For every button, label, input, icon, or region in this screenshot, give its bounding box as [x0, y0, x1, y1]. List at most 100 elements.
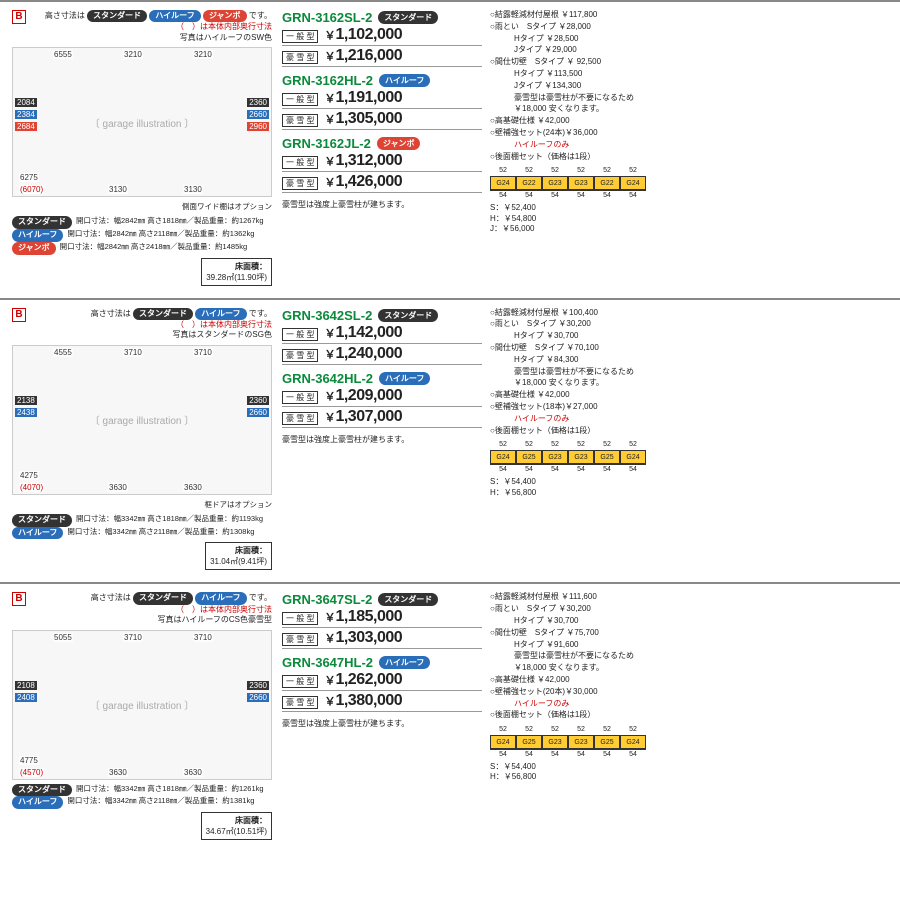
badge-std: スタンダード: [87, 10, 147, 22]
option-line: Hタイプ ￥30,700: [490, 331, 888, 342]
spec-rows: スタンダード開口寸法：幅3342㎜ 高さ1818㎜／製品重量：約1261kgハイ…: [12, 784, 272, 810]
option-line: ハイルーフのみ: [490, 414, 888, 425]
spec-row: ジャンボ開口寸法：幅2842㎜ 高さ2418㎜／製品重量：約1485kg: [12, 242, 272, 255]
price-row-general: 一 般 型￥1,262,000: [282, 670, 482, 691]
panel-cell: G22: [516, 176, 542, 190]
panel-cell: G23: [568, 735, 594, 749]
b-icon: B: [12, 10, 26, 24]
floor-area: 床面積：31.04㎡(9.41坪): [205, 542, 272, 570]
option-line: Hタイプ ￥28,500: [490, 34, 888, 45]
option-line: Jタイプ ￥134,300: [490, 81, 888, 92]
panel-cell: G23: [542, 450, 568, 464]
spec-rows: スタンダード開口寸法：幅2842㎜ 高さ1818㎜／製品重量：約1267kgハイ…: [12, 216, 272, 254]
panel-cell: G23: [568, 176, 594, 190]
product-diagram: 6555 3210 3210 2084 2384 2684 2360 2660 …: [12, 47, 272, 197]
product-left: B 高さ寸法は スタンダード ハイルーフ です。 （ ）は本体内部奥行寸法 写真…: [12, 308, 272, 571]
panel-cell: G24: [490, 735, 516, 749]
model-name: GRN-3162JL-2: [282, 136, 371, 151]
spec-row: スタンダード開口寸法：幅3342㎜ 高さ1818㎜／製品重量：約1261kg: [12, 784, 272, 797]
price-row-snow: 豪 雪 型￥1,240,000: [282, 344, 482, 365]
product-diagram: 5055 3710 3710 2108 2408 2360 2660 4775 …: [12, 630, 272, 780]
price-row-snow: 豪 雪 型￥1,216,000: [282, 46, 482, 67]
header-note: 高さ寸法は スタンダード ハイルーフ です。 （ ）は本体内部奥行寸法 写真はハ…: [91, 592, 272, 625]
b-icon: B: [12, 308, 26, 322]
diagram-caption: 側面ワイド棚はオプション: [12, 201, 272, 212]
panel-cell: G24: [490, 176, 516, 190]
price-row-general: 一 般 型￥1,209,000: [282, 386, 482, 407]
option-line: Hタイプ ￥30,700: [490, 616, 888, 627]
panel-diagram: 525252525252 G24G25G23G23G25G24 54545454…: [490, 440, 888, 474]
option-line: ○間仕切壁 Sタイプ ￥75,700: [490, 628, 888, 639]
price-row-snow: 豪 雪 型￥1,380,000: [282, 691, 482, 712]
spec-row: スタンダード開口寸法：幅3342㎜ 高さ1818㎜／製品重量：約1193kg: [12, 514, 272, 527]
product-right: GRN-3162SL-2 スタンダード 一 般 型￥1,102,000 豪 雪 …: [282, 10, 888, 286]
option-line: ○雨とい Sタイプ ￥28,000: [490, 22, 888, 33]
model-name: GRN-3647HL-2: [282, 655, 373, 670]
badge-std: スタンダード: [378, 309, 438, 322]
option-line: ○結露軽減材付屋根 ￥117,800: [490, 10, 888, 21]
option-line: Hタイプ ￥91,600: [490, 640, 888, 651]
garage-drawing: 〔 garage illustration 〕: [90, 697, 195, 712]
option-line: ○間仕切壁 Sタイプ ￥70,100: [490, 343, 888, 354]
snow-note: 豪雪型は強度上豪雪柱が建ちます。: [282, 718, 482, 729]
diagram-caption: 框ドアはオプション: [12, 499, 272, 510]
panel-cell: G25: [516, 735, 542, 749]
panel-cell: G24: [490, 450, 516, 464]
garage-drawing: 〔 garage illustration 〕: [90, 412, 195, 427]
panel-cell: G25: [516, 450, 542, 464]
panel-diagram: 525252525252 G24G22G23G23G22G24 54545454…: [490, 166, 888, 200]
price-row-general: 一 般 型￥1,142,000: [282, 323, 482, 344]
option-line: ○後面棚セット（価格は1段）: [490, 710, 888, 721]
model-block: GRN-3162JL-2 ジャンボ 一 般 型￥1,312,000 豪 雪 型￥…: [282, 136, 482, 193]
badge-hl: ハイルーフ: [195, 308, 246, 320]
badge-hl: ハイルーフ: [379, 372, 430, 385]
panel-cell: G24: [620, 176, 646, 190]
product-left: B 高さ寸法は スタンダード ハイルーフ ジャンボ です。 （ ）は本体内部奥行…: [12, 10, 272, 286]
option-line: ○雨とい Sタイプ ￥30,200: [490, 604, 888, 615]
options-column: ○結露軽減材付屋根 ￥117,800○雨とい Sタイプ ￥28,000Hタイプ …: [490, 10, 888, 286]
product-diagram: 4555 3710 3710 2138 2438 2360 2660 4275 …: [12, 345, 272, 495]
model-name: GRN-3162SL-2: [282, 10, 372, 25]
option-line: Hタイプ ￥113,500: [490, 69, 888, 80]
panel-prices: S：￥54,400H：￥56,800: [490, 762, 888, 783]
price-row-snow: 豪 雪 型￥1,303,000: [282, 628, 482, 649]
option-line: Hタイプ ￥84,300: [490, 355, 888, 366]
badge-std: スタンダード: [133, 308, 193, 320]
option-line: ○結露軽減材付屋根 ￥111,600: [490, 592, 888, 603]
product-right: GRN-3647SL-2 スタンダード 一 般 型￥1,185,000 豪 雪 …: [282, 592, 888, 840]
model-block: GRN-3642SL-2 スタンダード 一 般 型￥1,142,000 豪 雪 …: [282, 308, 482, 365]
badge-hl: ハイルーフ: [195, 592, 246, 604]
option-line: ￥18,000 安くなります。: [490, 663, 888, 674]
product-section-1: B 高さ寸法は スタンダード ハイルーフ です。 （ ）は本体内部奥行寸法 写真…: [0, 298, 900, 583]
price-row-snow: 豪 雪 型￥1,307,000: [282, 407, 482, 428]
badge-hl: ハイルーフ: [379, 74, 430, 87]
snow-note: 豪雪型は強度上豪雪柱が建ちます。: [282, 199, 482, 210]
option-line: ハイルーフのみ: [490, 699, 888, 710]
option-line: ○高基礎仕様 ￥42,000: [490, 675, 888, 686]
badge-std: スタンダード: [378, 11, 438, 24]
model-name: GRN-3647SL-2: [282, 592, 372, 607]
spec-row: ハイルーフ開口寸法：幅2842㎜ 高さ2118㎜／製品重量：約1362kg: [12, 229, 272, 242]
option-line: ○後面棚セット（価格は1段）: [490, 426, 888, 437]
spec-row: ハイルーフ開口寸法：幅3342㎜ 高さ2118㎜／製品重量：約1381kg: [12, 796, 272, 809]
snow-note: 豪雪型は強度上豪雪柱が建ちます。: [282, 434, 482, 445]
floor-area: 床面積：34.67㎡(10.51坪): [201, 812, 272, 840]
badge-hl: ハイルーフ: [379, 656, 430, 669]
panel-cell: G23: [542, 176, 568, 190]
option-line: ○壁補強セット(20本)￥30,000: [490, 687, 888, 698]
product-right: GRN-3642SL-2 スタンダード 一 般 型￥1,142,000 豪 雪 …: [282, 308, 888, 571]
panel-diagram: 525252525252 G24G25G23G23G25G24 54545454…: [490, 725, 888, 759]
panel-cell: G23: [542, 735, 568, 749]
option-line: ○高基礎仕様 ￥42,000: [490, 116, 888, 127]
option-line: 豪雪型は豪雪柱が不要になるため: [490, 651, 888, 662]
option-line: ○間仕切壁 Sタイプ ￥ 92,500: [490, 57, 888, 68]
model-block: GRN-3162HL-2 ハイルーフ 一 般 型￥1,191,000 豪 雪 型…: [282, 73, 482, 130]
options-column: ○結露軽減材付屋根 ￥100,400○雨とい Sタイプ ￥30,200Hタイプ …: [490, 308, 888, 571]
price-row-general: 一 般 型￥1,102,000: [282, 25, 482, 46]
panel-cell: G24: [620, 735, 646, 749]
panel-cell: G25: [594, 735, 620, 749]
badge-std: スタンダード: [12, 784, 72, 797]
model-block: GRN-3642HL-2 ハイルーフ 一 般 型￥1,209,000 豪 雪 型…: [282, 371, 482, 428]
panel-prices: S：￥54,400H：￥56,800: [490, 477, 888, 498]
option-line: ○結露軽減材付屋根 ￥100,400: [490, 308, 888, 319]
